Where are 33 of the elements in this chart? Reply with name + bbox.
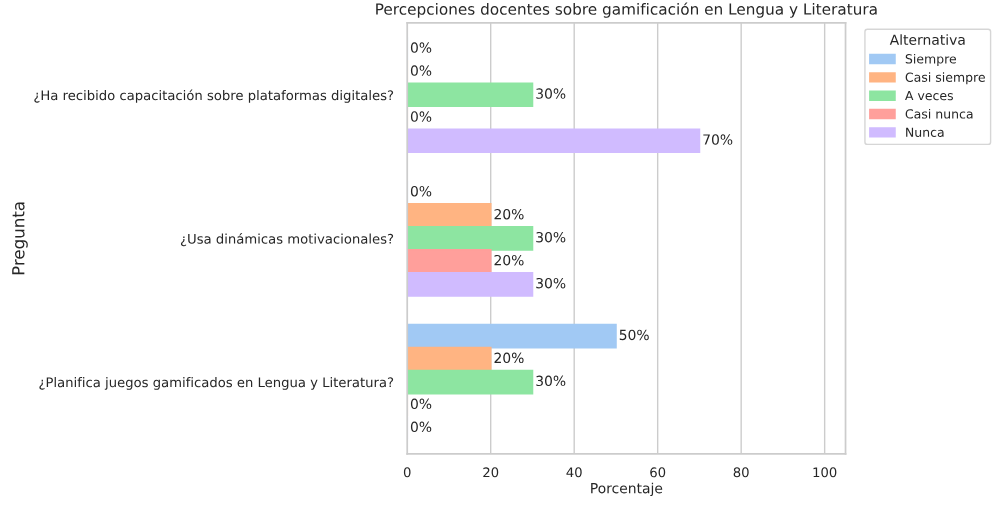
data-label: 0%	[410, 421, 432, 433]
data-label: 0%	[410, 111, 432, 122]
data-label: 30%	[536, 231, 566, 243]
legend-label: Siempre	[905, 53, 957, 66]
x-tick-label: 0	[403, 467, 411, 478]
data-label: 0%	[410, 398, 432, 410]
data-label: 20%	[494, 208, 524, 220]
data-label: 0%	[410, 42, 432, 53]
x-tick-label: 40	[566, 467, 582, 478]
data-label: 30%	[536, 277, 566, 289]
data-label: 0%	[410, 65, 432, 76]
y-tick-label: ¿Ha recibido capacitación sobre plataformas digitales?	[34, 89, 394, 103]
x-axis-title: Porcentaje	[591, 482, 663, 497]
legend-title: Alternativa	[889, 34, 965, 45]
x-tick-label: 60	[650, 467, 666, 478]
x-tick-label: 20	[483, 467, 499, 478]
legend-label: A veces	[905, 90, 954, 101]
data-label: 50%	[619, 329, 649, 341]
legend-label: Nunca	[906, 127, 944, 137]
x-tick-label: 80	[733, 467, 749, 478]
data-label: 20%	[494, 352, 524, 364]
x-tick-label: 100	[813, 467, 837, 478]
y-tick-label: ¿Planifica juegos gamificados en Lengua y Literatura?	[39, 377, 394, 390]
y-axis-title: Pregunta	[12, 202, 28, 275]
legend-label: Casi siempre	[905, 72, 985, 85]
chart-title: Percepciones docentes sobre gamificación en Lengua y Literatura	[376, 2, 877, 18]
data-label: 20%	[494, 254, 524, 266]
data-label: 70%	[703, 134, 733, 145]
y-tick-label: ¿Usa dinámicas motivacionales?	[180, 233, 394, 247]
data-label: 0%	[410, 185, 432, 197]
data-label: 30%	[536, 375, 566, 387]
legend-label: Casi nunca	[905, 108, 973, 119]
data-label: 30%	[536, 88, 566, 99]
